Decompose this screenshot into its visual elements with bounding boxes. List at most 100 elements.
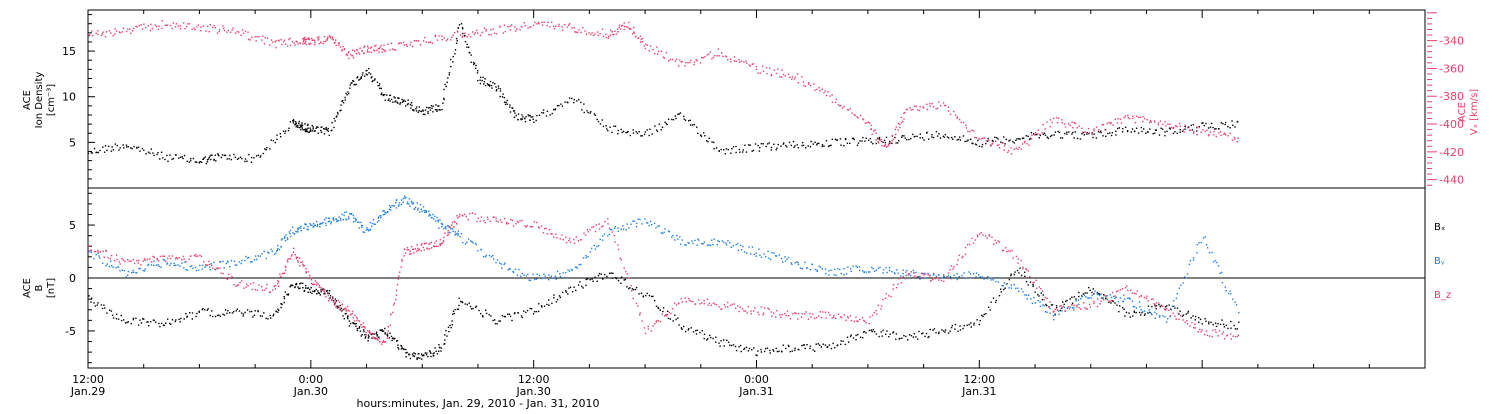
bottom-b-point	[537, 310, 540, 313]
bottom-b-point	[845, 273, 848, 275]
bottom-b-point	[575, 289, 577, 292]
top-vx-point	[258, 35, 260, 38]
bottom-b-point	[825, 272, 827, 275]
bottom-b-point	[222, 313, 224, 315]
bottom-b-point	[602, 225, 604, 227]
top-density-point	[954, 136, 956, 138]
bottom-b-point	[853, 320, 855, 323]
bottom-b-point	[1165, 321, 1168, 323]
bottom-b-point	[413, 352, 415, 354]
bottom-b-point	[970, 326, 972, 328]
bottom-b-point	[189, 266, 192, 268]
bottom-b-point	[580, 263, 582, 266]
top-vx-point	[1058, 117, 1060, 119]
top-vx-point	[1034, 134, 1036, 136]
bottom-b-point	[349, 314, 352, 316]
bottom-b-point	[269, 291, 271, 293]
top-density-point	[411, 104, 413, 107]
top-vx-point	[635, 35, 637, 38]
bottom-b-point	[428, 215, 430, 217]
top-density-point	[350, 82, 352, 84]
bottom-b-point	[873, 312, 875, 314]
bottom-b-point	[397, 344, 399, 346]
top-density-point	[1202, 122, 1204, 124]
bottom-b-point	[162, 255, 164, 257]
bottom-b-point	[184, 261, 186, 263]
bottom-b-point	[1059, 309, 1061, 312]
bottom-b-point	[464, 243, 467, 245]
top-density-point	[462, 32, 464, 35]
bottom-b-point	[982, 234, 984, 236]
bottom-b-point	[758, 313, 760, 316]
top-density-point	[975, 144, 978, 146]
bottom-b-point	[283, 272, 286, 274]
top-vx-point	[334, 41, 336, 44]
top-vx-point	[824, 90, 826, 92]
bottom-b-point	[1029, 276, 1031, 278]
top-vx-point	[255, 40, 257, 42]
bottom-b-point	[390, 209, 392, 211]
bottom-b-point	[312, 222, 315, 225]
top-density-point	[664, 121, 666, 123]
bottom-b-point	[109, 309, 111, 311]
top-density-point	[840, 144, 842, 146]
top-density-point	[445, 85, 447, 88]
bottom-b-point	[446, 234, 448, 237]
top-vx-point	[311, 39, 313, 41]
bottom-b-point	[1098, 294, 1101, 297]
top-density-point	[675, 117, 677, 120]
bottom-b-point	[512, 225, 515, 227]
bottom-b-point	[671, 308, 674, 310]
bottom-b-point	[1215, 325, 1218, 328]
bottom-b-point	[392, 337, 394, 339]
bottom-b-point	[434, 215, 436, 218]
top-vx-point	[317, 39, 319, 41]
bottom-b-point	[625, 270, 627, 273]
top-vx-point	[303, 37, 305, 39]
top-vx-point	[684, 65, 686, 67]
top-vx-point	[118, 31, 121, 33]
bottom-b-point	[1148, 309, 1150, 311]
x-tick-date: Jan.30	[515, 385, 550, 398]
bottom-b-point	[957, 259, 959, 261]
top-density-point	[903, 135, 905, 137]
bottom-b-point	[459, 213, 461, 216]
bottom-b-point	[1085, 308, 1087, 310]
bottom-b-point	[1127, 297, 1129, 299]
bottom-b-point	[425, 211, 427, 213]
bottom-b-point	[233, 283, 235, 286]
top-density-point	[1000, 141, 1002, 143]
bottom-b-point	[993, 243, 995, 245]
bottom-b-point	[868, 322, 870, 325]
top-vx-point	[397, 43, 400, 45]
bottom-b-point	[386, 211, 389, 214]
bottom-b-point	[680, 327, 683, 329]
bottom-b-point	[726, 339, 728, 341]
bottom-b-point	[290, 284, 292, 286]
top-density-point	[853, 138, 855, 141]
top-density-point	[477, 70, 479, 72]
bottom-b-point	[236, 284, 239, 287]
bottom-b-point	[119, 263, 121, 265]
bottom-b-point	[230, 260, 233, 262]
top-density-point	[671, 118, 673, 121]
bottom-b-point	[376, 334, 378, 336]
top-vx-point	[492, 28, 494, 30]
top-vx-point	[1116, 122, 1119, 124]
bottom-b-point	[780, 257, 783, 260]
bottom-b-point	[594, 276, 596, 278]
bottom-b-point	[400, 348, 403, 350]
top-vx-point	[536, 23, 538, 25]
bottom-b-point	[106, 263, 108, 265]
top-vx-point	[1093, 128, 1095, 130]
bottom-b-point	[155, 264, 158, 266]
top-vx-point	[687, 62, 689, 64]
bottom-b-point	[1204, 333, 1206, 336]
bottom-b-point	[888, 336, 890, 338]
bottom-b-point	[599, 238, 601, 241]
top-vx-point	[787, 73, 790, 75]
bottom-b-point	[144, 270, 146, 272]
bottom-b-point	[708, 244, 710, 246]
bottom-b-point	[219, 261, 221, 263]
bottom-b-point	[642, 295, 645, 297]
